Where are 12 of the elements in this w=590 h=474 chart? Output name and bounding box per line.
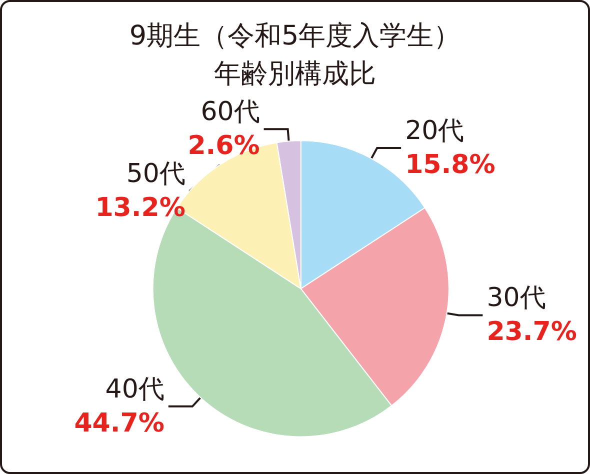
- chart-title: 9期生（令和5年度入学生）: [129, 20, 461, 52]
- data-label: 13.2%: [95, 193, 186, 224]
- slice-label: 30代: [486, 283, 546, 314]
- chart-subtitle: 年齢別構成比: [214, 58, 376, 90]
- slice-label: 40代: [105, 374, 164, 404]
- data-label: 2.6%: [188, 131, 260, 162]
- slice-label: 60代: [200, 97, 260, 128]
- slice-label: 50代: [126, 159, 186, 190]
- data-label: 23.7%: [486, 317, 577, 348]
- data-label: 15.8%: [405, 150, 496, 180]
- data-label: 44.7%: [74, 408, 164, 438]
- slice-label: 20代: [405, 116, 464, 146]
